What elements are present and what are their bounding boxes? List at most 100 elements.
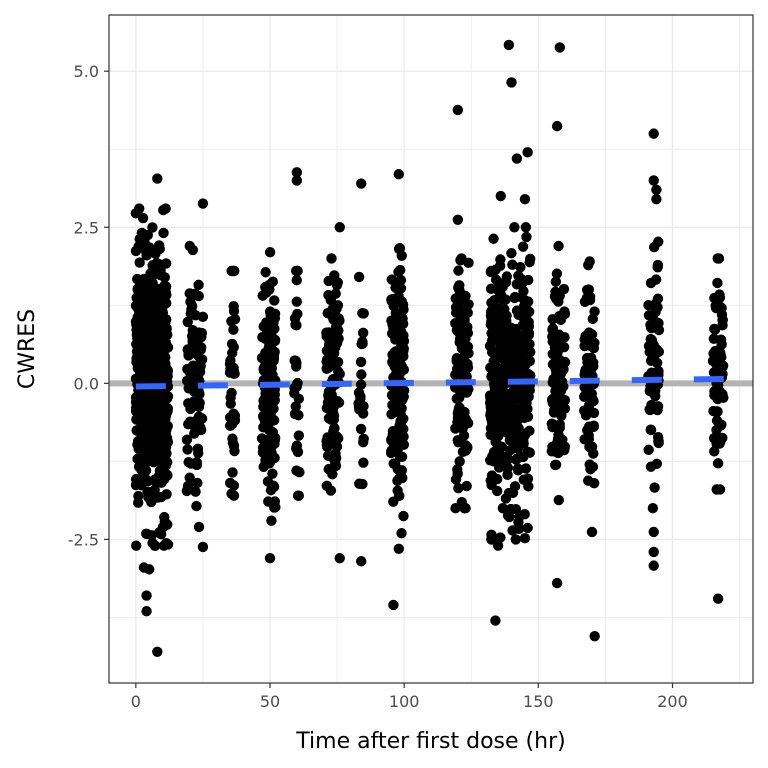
data-point xyxy=(134,203,145,214)
data-point xyxy=(191,459,202,471)
data-point xyxy=(394,396,405,407)
data-point xyxy=(495,309,506,321)
data-point xyxy=(584,256,595,267)
data-point xyxy=(142,367,154,378)
data-point xyxy=(153,527,165,538)
data-point xyxy=(650,274,662,285)
data-point xyxy=(588,407,600,419)
data-point-outlier xyxy=(452,104,464,116)
data-point xyxy=(555,385,567,397)
data-point xyxy=(558,364,569,375)
data-point xyxy=(329,422,340,434)
y-tick-label: -2.5 xyxy=(68,530,99,549)
data-point xyxy=(461,346,472,357)
data-point xyxy=(267,468,278,479)
data-point xyxy=(454,456,465,467)
data-point xyxy=(145,391,156,402)
data-point xyxy=(709,324,721,335)
data-point xyxy=(508,403,519,414)
data-point xyxy=(398,304,409,315)
data-point xyxy=(487,316,499,327)
data-point xyxy=(184,240,195,252)
y-axis-title: CWRES xyxy=(15,309,40,389)
data-point xyxy=(356,338,367,350)
data-point xyxy=(193,279,204,291)
data-point xyxy=(228,490,240,501)
x-tick-label: 100 xyxy=(389,692,420,711)
data-point xyxy=(588,395,599,407)
data-point xyxy=(354,399,366,410)
data-point xyxy=(290,443,302,454)
x-axis-ticks: 0 50 100 150 200 xyxy=(131,683,688,711)
data-point xyxy=(162,470,173,481)
data-point xyxy=(510,503,522,515)
data-point xyxy=(149,540,160,551)
data-point xyxy=(453,265,464,276)
data-point xyxy=(131,414,142,425)
data-point xyxy=(391,279,402,290)
data-point xyxy=(321,480,333,491)
data-point xyxy=(717,361,728,373)
data-point xyxy=(519,430,530,441)
data-point-outlier xyxy=(197,541,209,553)
data-point xyxy=(229,415,241,426)
data-point xyxy=(269,496,281,507)
data-point xyxy=(154,453,165,465)
data-point xyxy=(142,229,153,241)
data-point xyxy=(258,321,269,332)
data-point xyxy=(182,444,193,455)
data-point xyxy=(229,445,240,457)
data-point xyxy=(191,500,202,512)
data-point xyxy=(333,366,344,377)
data-point xyxy=(459,502,470,514)
data-point xyxy=(552,433,564,445)
data-point xyxy=(394,386,406,397)
y-tick-label: 0.0 xyxy=(74,374,99,393)
data-point xyxy=(553,494,564,506)
data-point xyxy=(196,413,208,424)
data-point xyxy=(523,369,535,381)
data-point xyxy=(585,464,596,475)
data-point xyxy=(498,366,509,377)
data-point xyxy=(713,293,725,304)
data-point xyxy=(136,298,147,310)
data-point xyxy=(394,472,406,483)
data-point-outlier xyxy=(551,120,563,132)
data-point xyxy=(256,433,268,444)
data-point xyxy=(290,265,302,277)
data-point xyxy=(183,350,194,361)
data-point xyxy=(553,240,564,252)
data-point xyxy=(511,305,523,316)
data-point xyxy=(182,480,194,492)
data-point xyxy=(323,413,335,424)
data-point xyxy=(551,268,563,279)
y-tick-label: 2.5 xyxy=(74,218,99,237)
data-point xyxy=(524,338,535,350)
data-point xyxy=(226,316,237,327)
data-point xyxy=(508,387,519,399)
data-point xyxy=(141,250,152,261)
data-point xyxy=(453,483,464,494)
data-point xyxy=(712,277,723,289)
data-point xyxy=(133,461,145,472)
data-point xyxy=(518,438,529,449)
data-point xyxy=(524,256,535,268)
data-point xyxy=(515,450,526,462)
data-point-outlier xyxy=(651,193,662,205)
data-point-outlier xyxy=(393,543,404,554)
data-point xyxy=(519,391,530,403)
data-point xyxy=(188,386,200,397)
data-point xyxy=(355,356,367,368)
data-point xyxy=(587,313,599,325)
data-point xyxy=(459,319,470,330)
data-point xyxy=(647,502,659,514)
data-point xyxy=(453,437,464,448)
data-point xyxy=(490,264,501,275)
data-point xyxy=(555,314,567,326)
data-point xyxy=(321,439,333,450)
data-point xyxy=(138,430,150,441)
data-point xyxy=(322,329,333,340)
data-point-outlier xyxy=(356,556,367,567)
data-point xyxy=(451,355,462,366)
data-point xyxy=(486,402,498,413)
